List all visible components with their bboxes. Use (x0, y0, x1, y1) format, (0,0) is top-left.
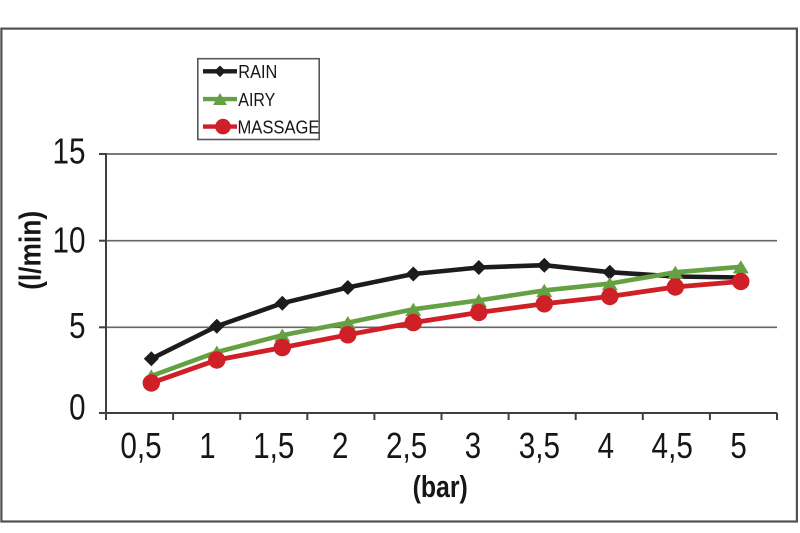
svg-text:5: 5 (69, 305, 85, 346)
svg-text:1,5: 1,5 (253, 425, 294, 466)
svg-text:MASSAGE: MASSAGE (238, 116, 320, 137)
svg-text:4: 4 (598, 425, 614, 466)
svg-text:1: 1 (199, 425, 215, 466)
svg-text:RAIN: RAIN (238, 61, 277, 82)
svg-text:(bar): (bar) (413, 469, 468, 504)
svg-text:AIRY: AIRY (238, 89, 275, 110)
svg-text:10: 10 (53, 219, 86, 260)
svg-text:3: 3 (465, 425, 481, 466)
svg-text:5: 5 (730, 425, 746, 466)
svg-text:0,5: 0,5 (120, 425, 161, 466)
svg-text:3,5: 3,5 (519, 425, 560, 466)
svg-text:4,5: 4,5 (652, 425, 693, 466)
svg-text:0: 0 (69, 387, 85, 428)
svg-text:(l/min): (l/min) (13, 211, 48, 290)
svg-text:15: 15 (53, 131, 86, 172)
svg-text:2,5: 2,5 (386, 425, 427, 466)
svg-text:2: 2 (332, 425, 348, 466)
